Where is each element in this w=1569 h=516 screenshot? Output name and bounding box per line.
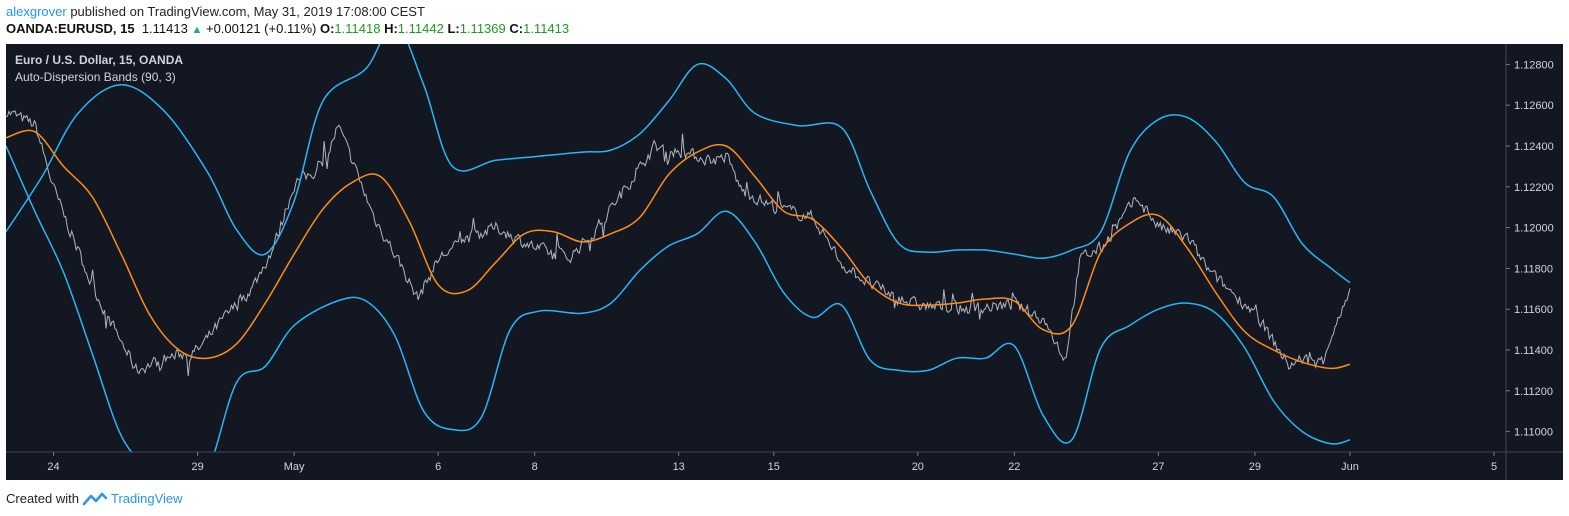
- x-tick-label: 8: [532, 461, 538, 473]
- symbol-label: OANDA:EURUSD, 15: [6, 21, 135, 36]
- y-tick-label: 1.12600: [1514, 100, 1554, 112]
- y-tick-label: 1.12800: [1514, 59, 1554, 71]
- x-tick-label: 24: [47, 461, 59, 473]
- x-tick-label: 5: [1491, 461, 1497, 473]
- price-line: [6, 110, 1351, 377]
- footer: Created with TradingView: [6, 491, 183, 506]
- tradingview-brand-link[interactable]: TradingView: [110, 491, 183, 506]
- y-tick-label: 1.11000: [1514, 427, 1553, 439]
- publish-info: alexgrover published on TradingView.com,…: [6, 4, 425, 19]
- close-label: C:: [509, 21, 524, 36]
- mid-band-line: [6, 129, 1351, 370]
- x-tick-label: 20: [912, 461, 924, 473]
- author-link[interactable]: alexgrover: [6, 4, 67, 19]
- upper-band-line: [6, 44, 1351, 284]
- published-text: published on TradingView.com, May 31, 20…: [70, 4, 425, 19]
- legend-indicator: Auto-Dispersion Bands (90, 3): [15, 70, 176, 84]
- x-tick-label: 27: [1152, 461, 1164, 473]
- y-tick-label: 1.11800: [1514, 263, 1553, 275]
- x-tick-label: Jun: [1341, 461, 1359, 473]
- y-tick-label: 1.11400: [1514, 345, 1553, 357]
- x-tick-label: 22: [1008, 461, 1020, 473]
- low-value: 1.11369: [459, 21, 506, 36]
- x-tick-label: 29: [1249, 461, 1261, 473]
- last-price: 1.11413: [141, 21, 188, 36]
- close-value: 1.11413: [523, 21, 570, 36]
- legend-title: Euro / U.S. Dollar, 15, OANDA: [15, 53, 183, 67]
- open-label: O:: [319, 21, 335, 36]
- y-tick-label: 1.11200: [1514, 386, 1553, 398]
- x-tick-label: 29: [191, 461, 203, 473]
- open-value: 1.11418: [334, 21, 381, 36]
- x-tick-label: 6: [435, 461, 441, 473]
- price-change: +0.00121 (+0.11%): [205, 21, 317, 36]
- high-value: 1.11442: [397, 21, 444, 36]
- y-tick-label: 1.12200: [1514, 182, 1554, 194]
- y-tick-label: 1.12400: [1514, 141, 1554, 153]
- x-tick-label: 13: [673, 461, 685, 473]
- symbol-ohlc-line: OANDA:EURUSD, 15 1.11413 ▲ +0.00121 (+0.…: [6, 21, 569, 36]
- x-tick-label: May: [284, 461, 305, 473]
- x-tick-label: 15: [768, 461, 780, 473]
- y-tick-label: 1.12000: [1514, 223, 1554, 235]
- low-label: L:: [447, 21, 460, 36]
- chart-panel[interactable]: 1.12800 1.12600 1.12400 1.12200 1.12000 1.118…: [6, 44, 1563, 480]
- price-chart[interactable]: 1.12800 1.12600 1.12400 1.12200 1.12000 1.118…: [6, 44, 1563, 480]
- up-arrow-icon: ▲: [191, 24, 203, 36]
- y-tick-label: 1.11600: [1514, 304, 1553, 316]
- tradingview-logo-icon[interactable]: [82, 492, 107, 506]
- created-with-label: Created with: [6, 491, 79, 506]
- chart-background: [6, 44, 1563, 480]
- high-label: H:: [384, 21, 398, 36]
- lower-band-line: [6, 145, 1351, 452]
